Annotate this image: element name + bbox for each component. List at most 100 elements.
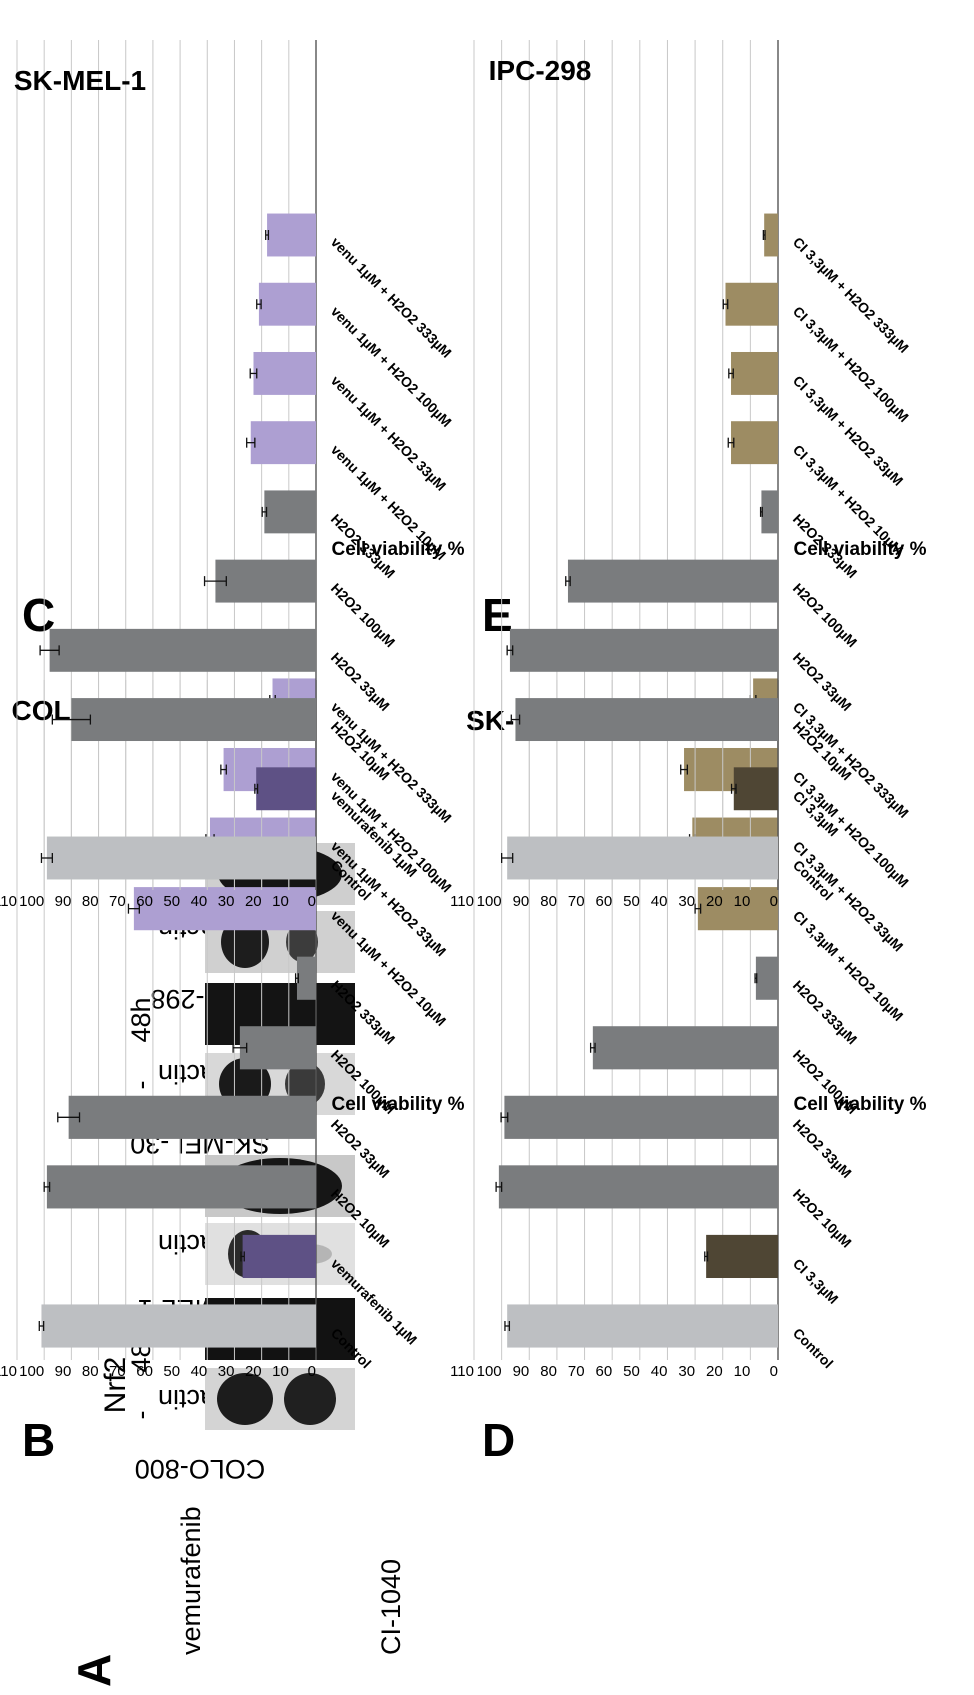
y-tick-label: 60 bbox=[136, 893, 153, 910]
category-label: venu 1µM + H2O2 33µM bbox=[328, 372, 449, 493]
bar bbox=[731, 351, 779, 395]
bar bbox=[509, 628, 778, 672]
category-label: H2O2 100µM bbox=[790, 580, 860, 650]
y-tick-label: 100 bbox=[477, 1363, 502, 1380]
y-tick-label: 50 bbox=[623, 1363, 640, 1380]
chart-title: IPC-298 bbox=[489, 55, 592, 86]
y-tick-label: 60 bbox=[595, 1363, 612, 1380]
y-tick-label: 0 bbox=[308, 1363, 316, 1380]
y-tick-label: 30 bbox=[218, 1363, 235, 1380]
blot-treatment-label: vemurafenib bbox=[176, 1506, 206, 1655]
bar bbox=[507, 1304, 778, 1348]
chart-title: SK-MEL-1 bbox=[14, 65, 146, 96]
panel-label-d: D bbox=[482, 1414, 515, 1466]
y-tick-label: 110 bbox=[0, 893, 17, 910]
bar bbox=[764, 213, 779, 257]
category-label: CI 3,3µM + H2O2 100µM bbox=[790, 303, 912, 425]
bar bbox=[253, 351, 316, 395]
bar bbox=[567, 559, 778, 603]
blot-treatment-label: CI-1040 bbox=[376, 1559, 406, 1655]
category-label: CI 3,3µM bbox=[790, 1255, 842, 1307]
y-tick-label: 110 bbox=[0, 1363, 17, 1380]
bar bbox=[46, 1165, 317, 1209]
y-tick-label: 70 bbox=[568, 1363, 585, 1380]
bar bbox=[725, 282, 778, 326]
y-tick-label: 60 bbox=[136, 1363, 153, 1380]
y-tick-label: 20 bbox=[706, 893, 723, 910]
y-tick-label: 90 bbox=[55, 1363, 72, 1380]
y-tick-label: 50 bbox=[163, 1363, 180, 1380]
blot-strip bbox=[205, 1368, 355, 1430]
y-tick-label: 40 bbox=[651, 1363, 668, 1380]
y-tick-label: 50 bbox=[163, 893, 180, 910]
y-tick-label: 80 bbox=[540, 893, 557, 910]
y-tick-label: 10 bbox=[272, 1363, 289, 1380]
bar bbox=[71, 698, 317, 742]
bar bbox=[706, 1234, 778, 1279]
y-tick-label: 70 bbox=[109, 1363, 126, 1380]
bar bbox=[267, 213, 316, 257]
y-tick-label: 100 bbox=[19, 893, 44, 910]
y-tick-label: 70 bbox=[109, 893, 126, 910]
y-tick-label: 50 bbox=[623, 893, 640, 910]
category-label: H2O2 333µM bbox=[790, 977, 860, 1047]
category-label: H2O2 33µM bbox=[790, 1116, 855, 1181]
y-tick-label: 10 bbox=[734, 1363, 751, 1380]
bar bbox=[133, 887, 316, 931]
category-label: H2O2 100µM bbox=[328, 580, 398, 650]
y-axis-label: Cell viability % bbox=[793, 539, 926, 560]
bar bbox=[761, 490, 778, 534]
y-tick-label: 90 bbox=[513, 1363, 530, 1380]
y-tick-label: 80 bbox=[540, 1363, 557, 1380]
bar bbox=[507, 836, 778, 880]
y-tick-label: 80 bbox=[82, 893, 99, 910]
bar bbox=[49, 628, 316, 672]
y-tick-label: 20 bbox=[245, 893, 262, 910]
panel-label-a: A bbox=[68, 1654, 120, 1687]
y-tick-label: 0 bbox=[770, 1363, 778, 1380]
y-tick-label: 0 bbox=[770, 893, 778, 910]
bar bbox=[264, 490, 317, 534]
bar bbox=[250, 421, 317, 465]
lane-label-untreated: - bbox=[126, 1411, 156, 1420]
category-label: H2O2 10µM bbox=[790, 1186, 855, 1251]
category-label: Control bbox=[790, 1325, 837, 1372]
category-label: CI 3,3µM + H2O2 333µM bbox=[790, 234, 912, 356]
bar bbox=[697, 887, 779, 931]
y-tick-label: 30 bbox=[678, 893, 695, 910]
y-tick-label: 20 bbox=[706, 1363, 723, 1380]
bar bbox=[515, 698, 778, 742]
bar bbox=[239, 1026, 317, 1070]
lane-label-untreated: - bbox=[126, 1081, 156, 1090]
y-tick-label: 100 bbox=[19, 1363, 44, 1380]
y-tick-label: 110 bbox=[450, 1363, 474, 1380]
y-tick-label: 30 bbox=[218, 893, 235, 910]
bar bbox=[733, 767, 778, 811]
panel-label-b: B bbox=[22, 1414, 55, 1466]
panel-a: A vemurafenib CI-1040 Nrf2 - 48h - 48h C… bbox=[68, 843, 406, 1687]
y-tick-label: 110 bbox=[450, 893, 474, 910]
category-label: venu 1µM + H2O2 333µM bbox=[328, 234, 455, 361]
lane-label-48h: 48h bbox=[126, 997, 156, 1042]
y-tick-label: 40 bbox=[191, 893, 208, 910]
bar bbox=[242, 1234, 316, 1279]
blot-row-label: COLO-800 bbox=[135, 1454, 266, 1484]
y-axis-label: Cell viability % bbox=[331, 1094, 464, 1115]
y-tick-label: 80 bbox=[82, 1363, 99, 1380]
bar bbox=[296, 956, 316, 1000]
category-label: venu 1µM + H2O2 100µM bbox=[328, 303, 455, 430]
bar bbox=[41, 1304, 317, 1348]
y-tick-label: 90 bbox=[55, 893, 72, 910]
bar bbox=[215, 559, 316, 603]
bar bbox=[46, 836, 317, 880]
bar bbox=[592, 1026, 778, 1070]
bar bbox=[755, 956, 779, 1000]
panel-label-e: E bbox=[482, 589, 513, 641]
bar bbox=[256, 767, 317, 811]
y-axis-label: Cell viability % bbox=[793, 1094, 926, 1115]
y-tick-label: 70 bbox=[568, 893, 585, 910]
